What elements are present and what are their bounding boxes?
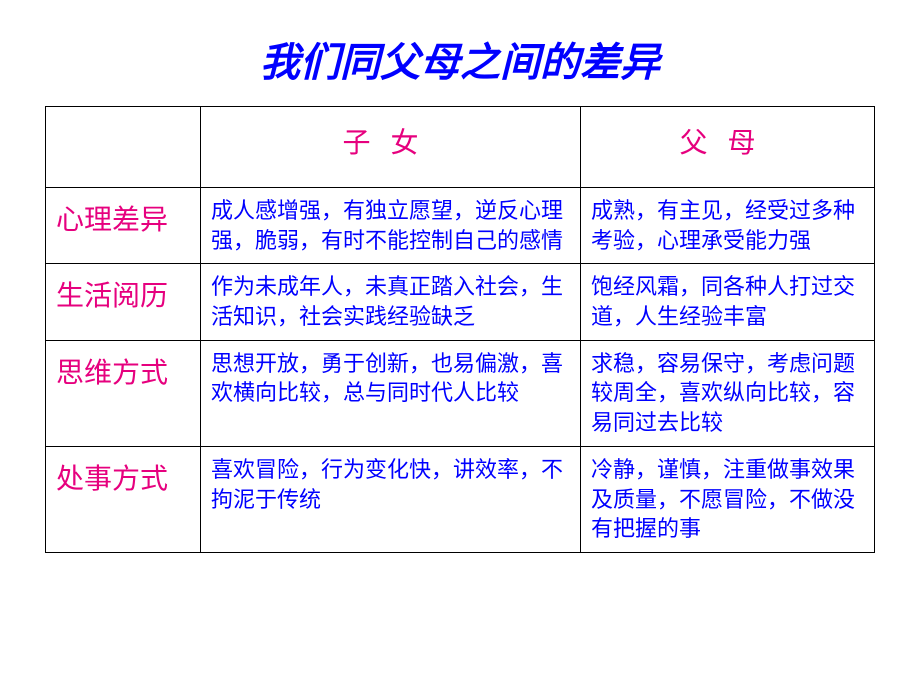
cell-child: 成人感增强，有独立愿望，逆反心理强，脆弱，有时不能控制自己的感情	[201, 188, 581, 264]
table-row: 处事方式 喜欢冒险，行为变化快，讲效率，不拘泥于传统 冷静，谨慎，注重做事效果及…	[46, 446, 875, 552]
cell-child: 喜欢冒险，行为变化快，讲效率，不拘泥于传统	[201, 446, 581, 552]
cell-parent: 冷静，谨慎，注重做事效果及质量，不愿冒险，不做没有把握的事	[581, 446, 875, 552]
table-row: 生活阅历 作为未成年人，未真正踏入社会，生活知识，社会实践经验缺乏 饱经风霜，同…	[46, 264, 875, 340]
header-row: 子女 父母	[46, 107, 875, 188]
row-label: 心理差异	[46, 188, 201, 264]
table-row: 思维方式 思想开放，勇于创新，也易偏激，喜欢横向比较，总与同时代人比较 求稳，容…	[46, 340, 875, 446]
cell-parent: 成熟，有主见，经受过多种考验，心理承受能力强	[581, 188, 875, 264]
row-label: 思维方式	[46, 340, 201, 446]
row-label: 处事方式	[46, 446, 201, 552]
cell-child: 作为未成年人，未真正踏入社会，生活知识，社会实践经验缺乏	[201, 264, 581, 340]
row-label: 生活阅历	[46, 264, 201, 340]
header-child: 子女	[201, 107, 581, 188]
comparison-table: 子女 父母 心理差异 成人感增强，有独立愿望，逆反心理强，脆弱，有时不能控制自己…	[45, 106, 875, 553]
page-title: 我们同父母之间的差异	[45, 30, 875, 88]
cell-child: 思想开放，勇于创新，也易偏激，喜欢横向比较，总与同时代人比较	[201, 340, 581, 446]
cell-parent: 求稳，容易保守，考虑问题较周全，喜欢纵向比较，容易同过去比较	[581, 340, 875, 446]
header-parent: 父母	[581, 107, 875, 188]
cell-parent: 饱经风霜，同各种人打过交道，人生经验丰富	[581, 264, 875, 340]
header-blank	[46, 107, 201, 188]
table-row: 心理差异 成人感增强，有独立愿望，逆反心理强，脆弱，有时不能控制自己的感情 成熟…	[46, 188, 875, 264]
